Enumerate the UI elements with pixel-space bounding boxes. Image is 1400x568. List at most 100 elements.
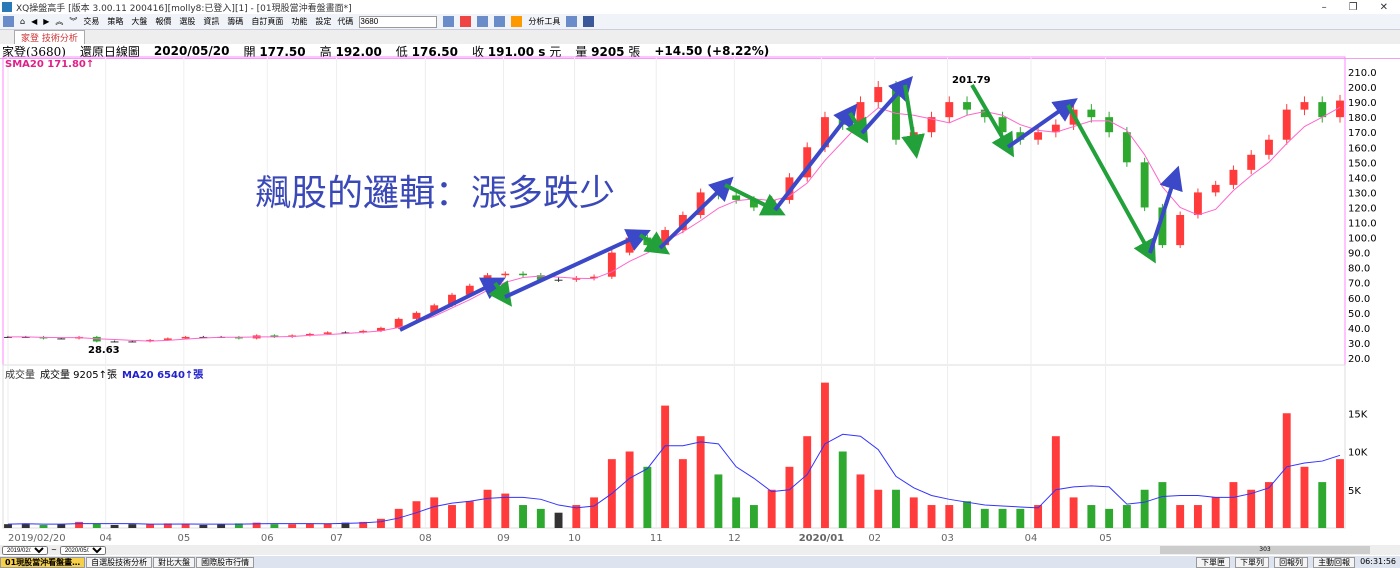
- sheet-tab-3[interactable]: 對比大盤: [153, 556, 196, 568]
- menu-strategy[interactable]: 策略: [107, 17, 124, 26]
- candle-body: [1158, 207, 1167, 246]
- up-icon[interactable]: ︽: [55, 17, 64, 26]
- date-range-bar: 2019/02/20 ~ 2020/05/20: [0, 545, 1400, 555]
- candle-body: [945, 102, 954, 118]
- volume-bar: [803, 436, 812, 528]
- order-list-button[interactable]: 下單列: [1235, 556, 1270, 568]
- back-icon[interactable]: ◀: [31, 17, 38, 26]
- grid-icon[interactable]: [3, 16, 14, 27]
- chart-icon[interactable]: [460, 16, 472, 27]
- volume-bar: [1087, 505, 1096, 528]
- down-arrow-annotation: [845, 111, 869, 144]
- candle-body: [128, 341, 137, 343]
- y-tick-label: 130.0: [1348, 188, 1377, 199]
- menu-market[interactable]: 大盤: [131, 17, 148, 26]
- volume-bar: [110, 524, 119, 528]
- candle-body: [163, 338, 172, 340]
- menu-functions[interactable]: 功能: [291, 17, 308, 26]
- tab-technical-analysis[interactable]: 家登 技術分析: [14, 30, 85, 44]
- candle-body: [1247, 154, 1256, 170]
- x-tick-label: 04: [1025, 533, 1038, 544]
- menu-info[interactable]: 資訊: [203, 17, 220, 26]
- volume-bar: [696, 436, 705, 528]
- volume-bar: [1069, 497, 1078, 528]
- volume-bar: [714, 474, 723, 528]
- volume-bar: [252, 522, 261, 528]
- candle-body: [1176, 215, 1185, 246]
- volume-bar: [75, 521, 83, 528]
- down-arrow-annotation: [901, 84, 925, 159]
- volume-bar: [1247, 489, 1256, 528]
- volume-bar: [1105, 508, 1114, 528]
- minimize-button[interactable]: –: [1321, 1, 1327, 13]
- candle-body: [572, 278, 581, 280]
- cursor-icon[interactable]: [494, 16, 506, 27]
- down-icon[interactable]: ︾: [69, 17, 78, 26]
- forward-icon[interactable]: ▶: [43, 17, 50, 26]
- k-icon[interactable]: [477, 16, 489, 27]
- order-button[interactable]: 下單匣: [1196, 556, 1231, 568]
- sheet-tab-2[interactable]: 自選股技術分析: [86, 556, 153, 568]
- candle-body: [501, 273, 510, 276]
- toolbar: ⌂ ◀ ▶ ︽ ︾ 交易 策略 大盤 報價 選股 資訊 籌碼 自訂頁面 功能 設…: [0, 14, 1400, 30]
- volume-bar: [412, 501, 421, 528]
- sheet-tab-1[interactable]: 01現股當沖看盤畫…: [0, 556, 86, 568]
- y-tick-label: 200.0: [1348, 83, 1377, 94]
- volume-bar: [21, 523, 30, 528]
- vol-tick-label: 15K: [1348, 409, 1368, 420]
- vol-tick-label: 5K: [1348, 486, 1361, 497]
- candle-body: [732, 195, 741, 200]
- clock: 06:31:56: [1360, 556, 1396, 566]
- volume-bar: [856, 474, 865, 528]
- menu-custom-page[interactable]: 自訂頁面: [251, 17, 284, 26]
- auto-report-button[interactable]: 主動回報: [1313, 556, 1356, 568]
- analysis-tools-menu[interactable]: 分析工具: [528, 17, 561, 26]
- candle-body: [749, 199, 758, 208]
- technical-chart[interactable]: 210.0 200.0 190.0 180.0 170.0 160.0 150.0 140.0…: [0, 55, 1400, 545]
- y-tick-label: 50.0: [1348, 309, 1370, 320]
- x-tick-label: 04: [99, 533, 112, 544]
- home-icon[interactable]: ⌂: [20, 17, 26, 26]
- volume-bar: [572, 505, 581, 528]
- volume-bar: [1140, 489, 1149, 528]
- menu-settings[interactable]: 設定: [315, 17, 332, 26]
- up-arrow-annotation: [1148, 165, 1183, 254]
- down-arrow-annotation: [488, 280, 512, 307]
- volume-bar: [980, 508, 989, 528]
- sheet-tab-4[interactable]: 國際股市行情: [196, 556, 255, 568]
- candle-body: [1193, 192, 1202, 215]
- end-date-select[interactable]: 2020/05/20: [59, 545, 106, 555]
- dollar-icon[interactable]: [511, 16, 523, 27]
- low-value: 176.50: [411, 44, 458, 59]
- chart-scrollbar[interactable]: 303: [1160, 546, 1370, 554]
- candle-body: [963, 102, 971, 110]
- user-icon[interactable]: [566, 16, 578, 27]
- price-change: +14.50 (+8.22%): [654, 44, 770, 58]
- start-date-select[interactable]: 2019/02/20: [2, 545, 48, 555]
- menu-quote[interactable]: 報價: [155, 17, 172, 26]
- close-value: 191.00 s: [487, 44, 546, 59]
- enter-icon[interactable]: [443, 16, 455, 27]
- restore-button[interactable]: ❐: [1348, 1, 1358, 13]
- facebook-icon[interactable]: [583, 16, 595, 27]
- volume-bar: [4, 524, 12, 528]
- close-button[interactable]: ✕: [1379, 1, 1388, 13]
- up-arrow-annotation: [658, 176, 734, 250]
- volume-bar: [625, 451, 634, 528]
- code-input[interactable]: [359, 15, 438, 28]
- volume-bar: [590, 497, 599, 528]
- menu-chips[interactable]: 籌碼: [227, 17, 244, 26]
- menu-screener[interactable]: 選股: [179, 17, 196, 26]
- volume-bar: [732, 497, 741, 528]
- report-button[interactable]: 回報列: [1274, 556, 1309, 568]
- candle-body: [1122, 132, 1131, 163]
- volume-bar: [945, 505, 954, 528]
- y-tick-label: 170.0: [1348, 128, 1377, 139]
- y-tick-label: 70.0: [1348, 279, 1370, 290]
- menu-trade[interactable]: 交易: [83, 17, 100, 26]
- down-arrow-annotation: [724, 183, 786, 216]
- x-tick-label: 05: [177, 533, 190, 544]
- y-tick-label: 210.0: [1348, 68, 1377, 79]
- volume-bar: [1016, 508, 1025, 528]
- low-mark: 28.63: [88, 345, 120, 356]
